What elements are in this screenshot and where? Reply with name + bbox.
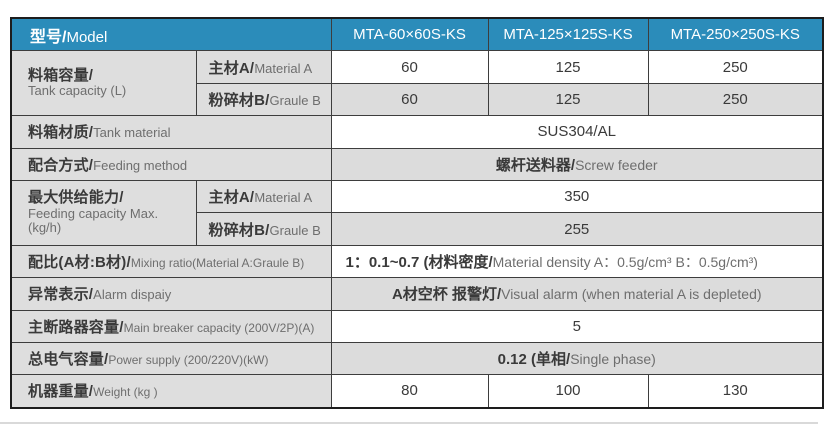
table-header-row: 型号/Model MTA-60×60S-KS MTA-125×125S-KS M… [10,17,824,52]
header-model-label-zh: 型号/ [30,28,67,46]
row-label-main-breaker: 主断路器容量/Main breaker capacity (200V/2P)(A… [10,309,332,343]
header-model-2: MTA-125×125S-KS [487,17,649,52]
cell-feed-capacity-a: 350 [330,179,824,214]
cell-tank-b-250: 250 [647,82,824,117]
cell-feed-capacity-b: 255 [330,212,824,246]
sublabel-graule-b: 粉碎材B/Graule B [195,82,332,117]
spec-table: 型号/Model MTA-60×60S-KS MTA-125×125S-KS M… [10,17,824,409]
row-tank-capacity-material-a: 料箱容量/ Tank capacity (L) 主材A/Material A 6… [10,50,824,117]
cell-main-breaker: 5 [330,309,824,343]
cell-tank-material: SUS304/AL [330,115,824,149]
page-bottom-divider [0,422,818,424]
row-label-alarm: 异常表示/Alarm dispaiy [10,277,332,311]
row-label-feeding-capacity: 最大供给能力/ Feeding capacity Max. (kg/h) [10,179,197,246]
row-label-tank-capacity: 料箱容量/ Tank capacity (L) [10,50,197,117]
cell-mixing-ratio: 1：0.1~0.7 (材料密度/Material density A：0.5g/… [330,244,824,279]
row-main-breaker: 主断路器容量/Main breaker capacity (200V/2P)(A… [10,309,824,343]
row-label-weight: 机器重量/Weight (kg ) [10,374,332,409]
cell-tank-b-125: 125 [487,82,649,117]
row-feeding-capacity-graule-b: 粉碎材B/Graule B 255 [11,212,824,246]
row-power-supply: 总电气容量/Power supply (200/220V)(kW) 0.12 (… [10,341,824,376]
row-feeding-method: 配合方式/Feeding method 螺杆送料器/Screw feeder [10,147,824,181]
cell-tank-a-250: 250 [647,50,824,84]
row-tank-material: 料箱材质/Tank material SUS304/AL [10,115,824,149]
row-mixing-ratio: 配比(A材:B材)/Mixing ratio(Material A:Graule… [10,244,824,279]
header-model-3: MTA-250×250S-KS [647,17,824,52]
header-model-1: MTA-60×60S-KS [330,17,489,52]
header-model-label: 型号/Model [10,17,332,52]
row-alarm-display: 异常表示/Alarm dispaiy A材空杯 报警灯/Visual alarm… [10,277,824,311]
row-label-tank-material: 料箱材质/Tank material [10,115,332,149]
row-label-power-supply: 总电气容量/Power supply (200/220V)(kW) [10,341,332,376]
cell-tank-b-60: 60 [330,82,489,117]
cell-alarm: A材空杯 报警灯/Visual alarm (when material A i… [330,277,824,311]
sublabel-feed-graule-b: 粉碎材B/Graule B [195,212,332,246]
cell-weight-60: 80 [330,374,489,409]
cell-weight-125: 100 [487,374,649,409]
sublabel-material-a: 主材A/Material A [195,50,332,84]
tank-capacity-label-zh: 料箱容量/ [28,67,94,85]
sublabel-feed-material-a: 主材A/Material A [195,179,332,214]
cell-tank-a-125: 125 [487,50,649,84]
row-feeding-capacity-material-a: 最大供给能力/ Feeding capacity Max. (kg/h) 主材A… [10,179,824,246]
cell-power-supply: 0.12 (单相/Single phase) [330,341,824,376]
cell-weight-250: 130 [647,374,824,409]
header-model-label-en: Model [66,28,108,46]
row-label-feeding-method: 配合方式/Feeding method [10,147,332,181]
row-label-mixing-ratio: 配比(A材:B材)/Mixing ratio(Material A:Graule… [10,244,332,279]
cell-feeding-method: 螺杆送料器/Screw feeder [330,147,824,181]
row-tank-capacity-graule-b: 粉碎材B/Graule B 60 125 250 [11,82,824,117]
tank-capacity-label-en: Tank capacity (L) [28,83,127,99]
cell-tank-a-60: 60 [330,50,489,84]
row-weight: 机器重量/Weight (kg ) 80 100 130 [10,374,824,409]
